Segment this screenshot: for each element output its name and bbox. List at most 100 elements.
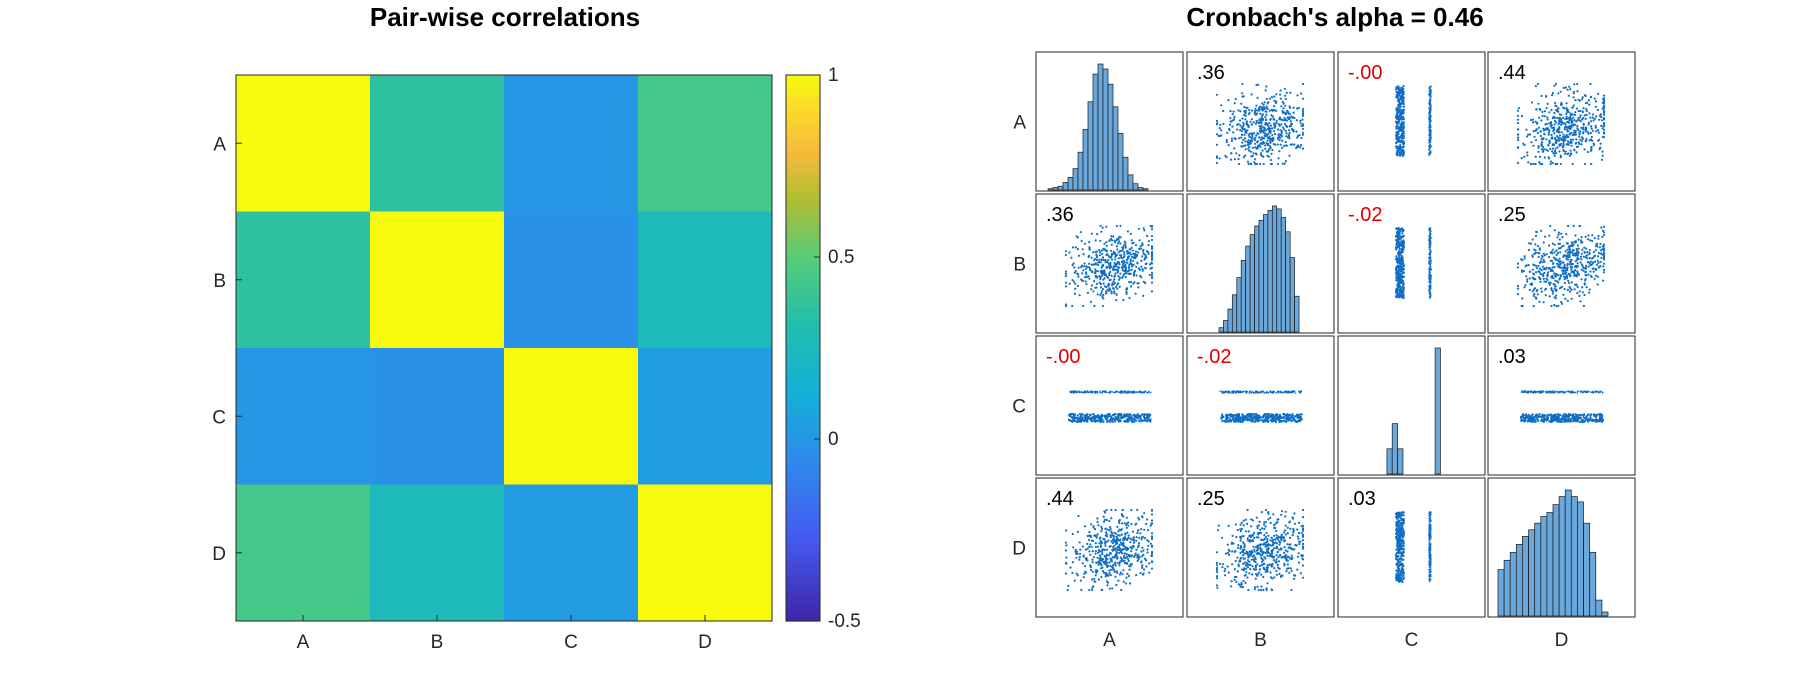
scatter-point	[1543, 110, 1546, 113]
scatter-point	[1104, 391, 1107, 394]
scatter-point	[1109, 266, 1112, 269]
colorbar-segment	[786, 120, 820, 126]
scatter-point	[1237, 123, 1240, 126]
scatter-point	[1400, 240, 1403, 243]
scatter-point	[1527, 392, 1529, 394]
scatter-point	[1141, 243, 1144, 246]
scatter-point	[1584, 235, 1587, 238]
scatter-point	[1299, 144, 1303, 147]
scatter-point	[1564, 419, 1567, 422]
scatter-point	[1558, 116, 1561, 119]
scatter-point	[1534, 139, 1538, 142]
scatter-point	[1108, 239, 1111, 242]
scatter-point	[1076, 284, 1079, 287]
scatter-point	[1396, 264, 1399, 267]
scatter-point	[1256, 109, 1259, 112]
scatter-point	[1570, 144, 1573, 147]
scatter-point	[1546, 149, 1549, 152]
heatmap-x-tick-label: A	[297, 632, 310, 653]
scatter-point	[1395, 291, 1398, 294]
scatter-point	[1264, 89, 1267, 92]
scatter-point	[1124, 266, 1127, 269]
scatter-point	[1588, 112, 1591, 115]
scatter-point	[1400, 102, 1403, 105]
scatter-point	[1292, 106, 1295, 109]
scatter-point	[1523, 143, 1526, 147]
scatter-point	[1601, 391, 1604, 393]
scatter-point	[1256, 141, 1259, 144]
scatter-point	[1537, 416, 1540, 419]
colorbar-segment	[786, 580, 820, 586]
scatter-point	[1288, 117, 1292, 120]
scatter-point	[1576, 420, 1579, 423]
colorbar-segment	[786, 443, 820, 449]
panel-d-a: .44	[1035, 477, 1184, 618]
scatter-point	[1534, 120, 1537, 123]
scatter-point	[1584, 273, 1587, 276]
histogram-bar	[1218, 327, 1224, 333]
scatter-point	[1268, 130, 1271, 133]
scatter-point	[1135, 548, 1138, 552]
scatter-point	[1550, 137, 1553, 140]
scatter-point	[1296, 107, 1299, 110]
scatter-point	[1576, 124, 1579, 127]
scatter-point	[1129, 248, 1132, 251]
scatter-point	[1550, 250, 1553, 253]
scatter-point	[1576, 292, 1579, 295]
scatter-point	[1532, 277, 1535, 280]
scatter-point	[1543, 267, 1546, 270]
scatter-point	[1094, 286, 1097, 289]
scatter-point	[1233, 158, 1236, 161]
scatter-point	[1144, 262, 1147, 266]
colorbar-segment	[786, 475, 820, 481]
scatter-point	[1135, 254, 1138, 257]
scatter-point	[1143, 229, 1146, 232]
colorbar-segment	[786, 84, 820, 90]
scatter-point	[1073, 266, 1076, 269]
scatter-point	[1283, 87, 1286, 90]
scatter-point	[1596, 108, 1599, 112]
scatter-point	[1285, 125, 1288, 128]
scatter-point	[1137, 419, 1140, 422]
scatter-point	[1581, 248, 1584, 251]
scatter-point	[1597, 234, 1600, 238]
scatter-point	[1545, 280, 1548, 283]
scatter-point	[1215, 119, 1219, 122]
scatter-point	[1429, 255, 1432, 258]
scatter-point	[1264, 118, 1268, 121]
scatter-point	[1582, 269, 1585, 272]
scatter-point	[1131, 391, 1134, 393]
scatter-point	[1241, 141, 1244, 144]
scatter-point	[1140, 265, 1143, 268]
scatter-point	[1251, 146, 1254, 149]
scatter-point	[1578, 294, 1581, 297]
scatter-point	[1232, 110, 1235, 113]
scatter-point	[1602, 265, 1605, 268]
scatter-point	[1268, 109, 1271, 112]
colorbar-segment	[786, 511, 820, 517]
scatter-point	[1528, 242, 1531, 245]
scatter-point	[1570, 268, 1573, 271]
scatter-point	[1263, 126, 1266, 130]
scatter-point	[1242, 138, 1245, 141]
scatter-point	[1562, 141, 1565, 145]
scatter-point	[1556, 130, 1560, 133]
scatter-point	[1261, 136, 1264, 139]
scatter-point	[1602, 94, 1606, 97]
scatter-point	[1430, 261, 1432, 263]
colorbar-segment	[786, 220, 820, 226]
scatter-point	[1561, 390, 1563, 393]
scatter-point	[1592, 119, 1595, 122]
scatter-point	[1561, 418, 1564, 421]
scatter-point	[1069, 391, 1071, 393]
scatter-point	[1286, 391, 1289, 394]
scatter-point	[1559, 286, 1562, 289]
scatter-point	[1237, 109, 1240, 112]
scatter-point	[1085, 265, 1088, 268]
correlation-label: -.00	[1046, 346, 1080, 368]
scatter-point	[1553, 123, 1556, 126]
scatter-point	[1589, 391, 1592, 393]
scatter-point	[1271, 115, 1274, 118]
scatter-point	[1230, 152, 1233, 155]
scatter-point	[1572, 92, 1575, 95]
